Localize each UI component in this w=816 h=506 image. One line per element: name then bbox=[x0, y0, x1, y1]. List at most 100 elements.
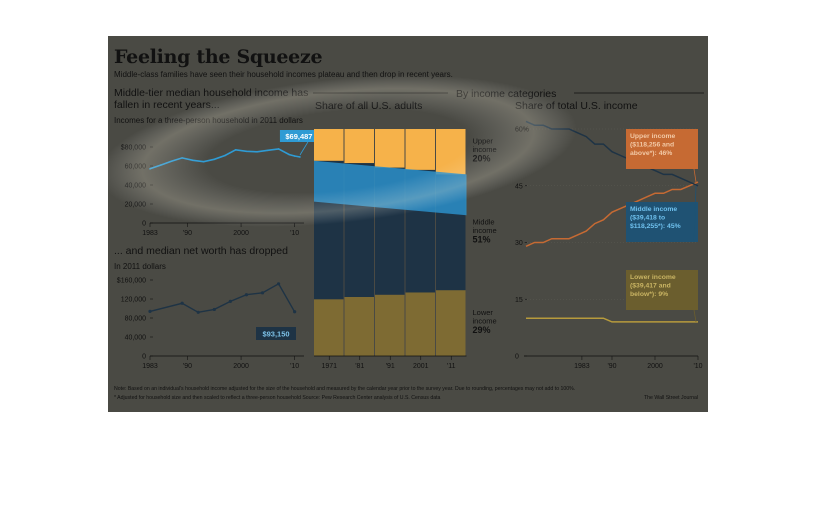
income-data-point bbox=[202, 160, 205, 163]
adults-bar-segment bbox=[375, 129, 405, 168]
adults-bar-segment bbox=[436, 129, 466, 175]
income-ytick-label: 20,000 bbox=[125, 202, 147, 209]
share-upper-legend-label: Upper income ($118,256 and above*): 46% bbox=[630, 133, 676, 157]
networth-data-point bbox=[244, 293, 249, 297]
infographic-panel: Feeling the Squeeze Middle-class familie… bbox=[108, 36, 708, 412]
networth-data-point bbox=[196, 310, 200, 314]
adults-series-value: 20% bbox=[473, 154, 491, 164]
adults-bar-segment bbox=[375, 294, 405, 356]
share-middle-legend-box bbox=[626, 202, 698, 242]
share-ytick-label: 60% bbox=[515, 127, 529, 134]
share-lower-legend-leader bbox=[693, 309, 697, 323]
charts-canvas: By income categories 0 20,000 40,000 60,000… bbox=[117, 88, 704, 370]
income-ytick-label: 60,000 bbox=[125, 164, 147, 171]
share-upper-legend-leader bbox=[693, 168, 697, 183]
note-footnote: * Adjusted for household size and then s… bbox=[114, 395, 441, 401]
share-legend-label-line: ($39,417 and bbox=[630, 283, 671, 290]
income-share-line-chart: 0 15 30 45 60% 1983 '90 2000 '10 Upper income ($11… bbox=[515, 120, 703, 370]
income-xtick-label: '90 bbox=[183, 230, 192, 237]
income-xtick-label: 2000 bbox=[233, 230, 249, 237]
income-ytick-label: 0 bbox=[142, 221, 146, 228]
networth-xtick-label: '90 bbox=[183, 363, 192, 370]
share-xtick-label: 1983 bbox=[574, 363, 590, 370]
share-legend-label-line: Lower income bbox=[630, 274, 676, 281]
chart-notes: Note: Based on an individual's household… bbox=[114, 385, 704, 403]
networth-callout-box bbox=[256, 327, 296, 340]
networth-chart-heading: ... and median net worth has dropped bbox=[114, 245, 288, 257]
share-xtick-label: '90 bbox=[607, 363, 616, 370]
share-legend-label-line: ($118,256 and bbox=[630, 142, 674, 149]
adults-series-value: 51% bbox=[473, 234, 491, 244]
networth-ytick-label: 40,000 bbox=[125, 335, 147, 342]
income-data-point bbox=[288, 153, 291, 156]
share-xtick-label: 2000 bbox=[647, 363, 663, 370]
infographic-title: Feeling the Squeeze bbox=[114, 46, 323, 68]
infographic-subtitle: Middle-class families have seen their ho… bbox=[114, 70, 453, 79]
income-xtick-label: '10 bbox=[290, 230, 299, 237]
income-data-point bbox=[267, 149, 269, 152]
income-ytick-label: 40,000 bbox=[125, 183, 147, 190]
adults-series-label: Upper income bbox=[473, 137, 497, 155]
share-legend-label-line: Upper income bbox=[630, 133, 676, 140]
share-lower-legend-box bbox=[626, 270, 698, 310]
income-callout-label: $69,487 bbox=[285, 132, 312, 141]
share-legend-label-line: Middle income bbox=[630, 206, 677, 213]
income-data-point bbox=[299, 156, 301, 158]
income-line-chart: 0 20,000 40,000 60,000 $80,000 1983 '90 2000 '10… bbox=[121, 130, 318, 237]
income-data-point bbox=[149, 168, 151, 170]
income-data-point bbox=[170, 160, 173, 163]
networth-data-point bbox=[276, 282, 281, 286]
adults-bar-segment bbox=[344, 296, 374, 356]
adults-bar-segment bbox=[436, 290, 466, 356]
adults-bar-segment bbox=[405, 129, 435, 170]
share-lower-line bbox=[526, 317, 698, 323]
networth-data-point bbox=[180, 301, 184, 305]
income-data-point bbox=[224, 154, 226, 157]
networth-series-line bbox=[149, 282, 296, 314]
adults-xtick-label: '81 bbox=[355, 363, 364, 370]
adults-xtick-label: '91 bbox=[386, 363, 395, 370]
income-series-line bbox=[149, 148, 301, 170]
section-header: By income categories bbox=[456, 88, 556, 100]
credit-wsj: The Wall Street Journal bbox=[643, 395, 698, 401]
share-ytick-label: 15 bbox=[515, 297, 523, 304]
networth-ytick-label: 80,000 bbox=[125, 316, 147, 323]
networth-data-point bbox=[228, 299, 232, 303]
adults-bar-segment bbox=[405, 292, 435, 356]
networth-data-point bbox=[260, 291, 265, 295]
networth-ytick-label: $160,000 bbox=[117, 278, 146, 285]
adults-bar-segment bbox=[344, 129, 374, 164]
adults-series-label-word2: income bbox=[473, 317, 497, 326]
networth-xtick-label: 1983 bbox=[142, 363, 158, 370]
share-upper-legend-box bbox=[626, 129, 698, 169]
adults-series-label: Middle income bbox=[473, 217, 497, 235]
share-legend-label-line: above*): 46% bbox=[630, 150, 672, 157]
income-callout-leader bbox=[299, 141, 309, 156]
adults-bar-segment bbox=[314, 299, 344, 356]
share-middle-legend-label: Middle income ($39,418 to $118,255*): 45% bbox=[630, 206, 681, 230]
networth-data-point bbox=[212, 307, 216, 312]
note-line: Note: Based on an individual's household… bbox=[114, 386, 576, 392]
income-data-point bbox=[213, 158, 216, 161]
income-data-point bbox=[256, 150, 258, 153]
adults-series-label-word1: Lower bbox=[473, 308, 494, 317]
share-ytick-label: 0 bbox=[515, 354, 519, 361]
income-data-point bbox=[277, 148, 280, 150]
networth-ytick-label: 0 bbox=[142, 354, 146, 361]
adults-xtick-label: '11 bbox=[447, 363, 456, 370]
share-ytick-label: 30 bbox=[515, 240, 523, 247]
share-legend-label-line: ($39,418 to bbox=[630, 215, 665, 222]
income-data-point bbox=[159, 164, 162, 166]
share-xtick-label: '10 bbox=[693, 363, 702, 370]
adults-series-label-word2: income bbox=[473, 226, 497, 235]
income-data-point bbox=[293, 155, 296, 157]
income-ytick-label: $80,000 bbox=[121, 145, 146, 152]
adults-xtick-label: 2001 bbox=[413, 363, 429, 370]
share-middle-legend-leader bbox=[693, 185, 697, 243]
networth-line-chart: 0 40,000 80,000 120,000 $160,000 1983 '90 2000 '… bbox=[117, 278, 304, 370]
networth-data-point bbox=[293, 310, 297, 314]
adults-bar-segment bbox=[314, 129, 344, 161]
income-data-point bbox=[181, 157, 183, 159]
networth-chart-subheading: In 2011 dollars bbox=[114, 262, 166, 271]
